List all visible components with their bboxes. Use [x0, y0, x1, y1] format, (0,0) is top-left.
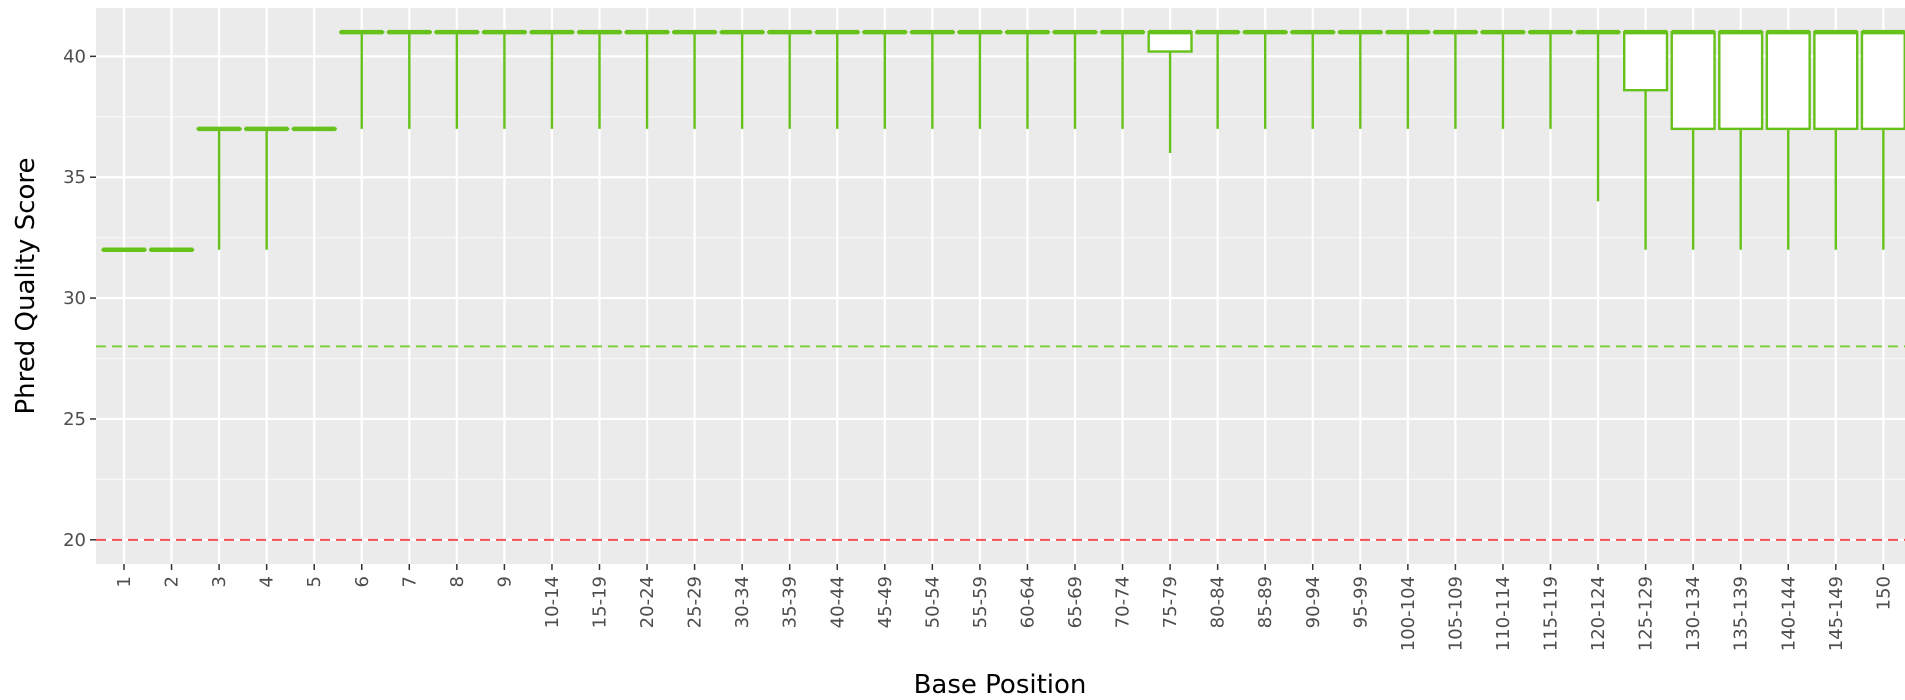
x-tick-label: 40-44 — [827, 576, 848, 628]
box-110-114 — [1480, 29, 1526, 129]
x-tick-label: 8 — [447, 576, 468, 587]
x-tick-label: 2 — [162, 576, 183, 587]
box-series — [101, 29, 1905, 252]
x-tick-label: 6 — [352, 576, 373, 587]
x-tick-label: 140-144 — [1778, 576, 1799, 651]
box-9 — [481, 29, 527, 129]
x-axis: 1 2 3 4 5 6 7 8 9 10-14 15-19 20-24 25-29 30-34 35-39 4… — [114, 564, 1894, 651]
box-iqr — [1623, 30, 1669, 92]
x-tick-label: 110-114 — [1493, 576, 1514, 651]
x-tick-label: 90-94 — [1303, 576, 1324, 628]
box-25-29 — [672, 29, 718, 129]
box-20-24 — [624, 29, 670, 129]
y-tick-label: 40 — [63, 46, 86, 67]
x-tick-label: 70-74 — [1113, 576, 1134, 628]
x-tick-label: 135-139 — [1731, 576, 1752, 651]
box-75-79 — [1147, 29, 1193, 154]
x-tick-label: 20-24 — [637, 576, 658, 628]
x-tick-label: 100-104 — [1398, 576, 1419, 651]
x-tick-label: 9 — [494, 576, 515, 587]
box-50-54 — [909, 29, 955, 129]
x-tick-label: 45-49 — [875, 576, 896, 628]
box-140-144 — [1765, 29, 1811, 250]
box-130-134 — [1670, 29, 1716, 250]
x-tick-label: 75-79 — [1160, 576, 1181, 628]
x-tick-label: 7 — [399, 576, 420, 587]
x-tick-label: 10-14 — [542, 576, 563, 628]
box-8 — [434, 29, 480, 129]
x-tick-label: 1 — [114, 576, 135, 587]
box-40-44 — [814, 29, 860, 129]
x-tick-label: 125-129 — [1636, 576, 1657, 651]
x-tick-label: 55-59 — [970, 576, 991, 628]
y-tick-label: 30 — [63, 288, 86, 309]
box-95-99 — [1337, 29, 1383, 129]
box-3 — [196, 126, 242, 250]
box-10-14 — [529, 29, 575, 129]
x-tick-label: 35-39 — [780, 576, 801, 628]
box-iqr — [1813, 30, 1859, 131]
x-tick-label: 30-34 — [732, 576, 753, 628]
box-115-119 — [1527, 29, 1574, 129]
box-iqr — [1860, 30, 1905, 131]
x-tick-label: 95-99 — [1350, 576, 1371, 628]
y-tick-label: 20 — [63, 530, 86, 551]
box-15-19 — [576, 29, 623, 129]
box-145-149 — [1813, 29, 1859, 250]
x-tick-label: 115-119 — [1541, 576, 1562, 651]
x-tick-label: 25-29 — [685, 576, 706, 628]
box-30-34 — [719, 29, 765, 129]
y-tick-label: 35 — [63, 167, 86, 188]
y-axis: 20 25 30 35 40 — [63, 46, 96, 551]
box-135-139 — [1718, 29, 1764, 250]
x-tick-label: 85-89 — [1255, 576, 1276, 628]
x-tick-label: 60-64 — [1017, 576, 1038, 628]
box-iqr — [1718, 30, 1764, 131]
x-tick-label: 4 — [257, 576, 278, 587]
x-tick-label: 145-149 — [1826, 576, 1847, 651]
major-gridlines — [96, 8, 1905, 564]
box-6 — [339, 29, 385, 129]
y-tick-label: 25 — [63, 409, 86, 430]
box-60-64 — [1004, 29, 1051, 129]
box-105-109 — [1432, 29, 1478, 129]
x-tick-label: 15-19 — [590, 576, 611, 628]
x-tick-label: 50-54 — [922, 576, 943, 628]
box-iqr — [1765, 30, 1811, 131]
box-55-59 — [957, 29, 1003, 129]
box-90-94 — [1290, 29, 1336, 129]
box-7 — [386, 29, 432, 129]
box-iqr — [1670, 30, 1716, 131]
plot-panel — [96, 8, 1905, 564]
x-tick-label: 5 — [304, 576, 325, 587]
reference-lines — [96, 345, 1905, 541]
box-80-84 — [1195, 29, 1241, 129]
box-100-104 — [1385, 29, 1431, 129]
box-85-89 — [1242, 29, 1288, 129]
x-tick-label: 3 — [209, 576, 230, 587]
box-70-74 — [1099, 29, 1146, 129]
box-35-39 — [767, 29, 813, 129]
x-tick-label: 105-109 — [1445, 576, 1466, 651]
y-axis-title: Phred Quality Score — [11, 157, 41, 414]
box-65-69 — [1052, 29, 1098, 129]
box-120-124 — [1575, 29, 1621, 202]
x-tick-label: 80-84 — [1208, 576, 1229, 628]
x-axis-title: Base Position — [914, 670, 1087, 700]
box-iqr — [1147, 30, 1193, 53]
x-tick-label: 65-69 — [1065, 576, 1086, 628]
box-45-49 — [862, 29, 908, 129]
x-tick-label: 120-124 — [1588, 576, 1609, 651]
box-4 — [244, 126, 290, 250]
box-150 — [1860, 29, 1905, 250]
x-tick-label: 130-134 — [1683, 576, 1704, 651]
box-125-129 — [1623, 29, 1669, 250]
x-tick-label: 150 — [1873, 576, 1894, 610]
minor-gridlines — [96, 116, 1905, 480]
